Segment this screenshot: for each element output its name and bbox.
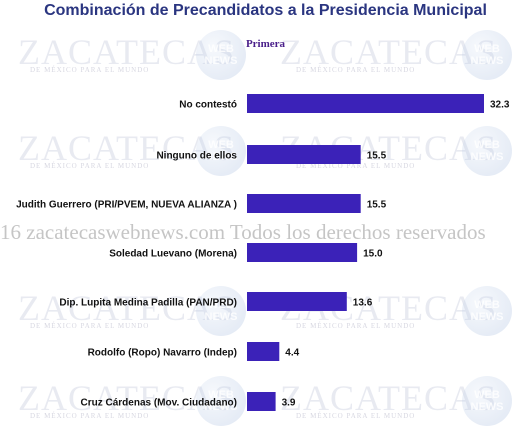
watermark-tagline: DE MÉXICO PARA EL MUNDO (296, 412, 416, 420)
bar-soledad-luevano (247, 243, 358, 262)
watermark-tagline: DE MÉXICO PARA EL MUNDO (30, 322, 150, 330)
category-label-no-contesto: No contestó (179, 100, 237, 111)
watermark-copyright: 16 zacatecaswebnews.com Todos los derech… (0, 220, 486, 244)
value-label-rodolfo-navarro: 4.4 (285, 348, 299, 359)
value-label-judith-guerrero: 15.5 (367, 200, 387, 211)
chart-subtitle: Primera (245, 38, 286, 50)
category-label-rodolfo-navarro: Rodolfo (Ropo) Navarro (Indep) (88, 348, 237, 359)
bar-lupita-medina (247, 292, 347, 311)
category-label-ninguno: Ninguno de ellos (156, 151, 237, 162)
value-label-ninguno: 15.5 (367, 151, 387, 162)
value-label-soledad-luevano: 15.0 (363, 249, 383, 260)
bar-cruz-cardenas (247, 392, 276, 411)
value-label-lupita-medina: 13.6 (353, 298, 373, 309)
watermark-globe-icon: WEB NEWS (462, 30, 512, 80)
watermark-logo: ZACATECAS (18, 32, 236, 72)
chart-title: Combinación de Precandidatos a la Presid… (44, 2, 487, 19)
value-label-cruz-cardenas: 3.9 (282, 398, 296, 409)
watermark-tagline: DE MÉXICO PARA EL MUNDO (296, 162, 416, 170)
watermark-logo: ZACATECAS (18, 288, 236, 328)
watermark-logo: ZACATECAS (18, 128, 236, 168)
category-label-judith-guerrero: Judith Guerrero (PRI/PVEM, NUEVA ALIANZA… (16, 200, 237, 211)
bar-no-contesto (247, 94, 484, 113)
watermark-globe-icon: WEB NEWS (196, 126, 246, 176)
bar-ninguno (247, 145, 361, 164)
watermark-globe-icon: WEB NEWS (462, 286, 512, 336)
value-label-no-contesto: 32.3 (490, 100, 510, 111)
watermark-globe-icon: WEB NEWS (196, 30, 246, 80)
category-label-cruz-cardenas: Cruz Cárdenas (Mov. Ciudadano) (81, 398, 238, 409)
watermark-tagline: DE MÉXICO PARA EL MUNDO (30, 162, 150, 170)
watermark-globe-icon: WEB NEWS (462, 126, 512, 176)
category-label-soledad-luevano: Soledad Luevano (Morena) (109, 249, 237, 260)
bar-rodolfo-navarro (247, 342, 280, 361)
watermark-globe-icon: WEB NEWS (196, 286, 246, 336)
bar-judith-guerrero (247, 194, 361, 213)
watermark-logo: ZACATECAS (280, 32, 498, 72)
watermark-globe-icon: WEB NEWS (462, 376, 512, 426)
category-label-lupita-medina: Dip. Lupita Medina Padilla (PAN/PRD) (59, 298, 237, 309)
watermark-tagline: DE MÉXICO PARA EL MUNDO (30, 412, 150, 420)
watermark-tagline: DE MÉXICO PARA EL MUNDO (296, 66, 416, 74)
watermark-logo: ZACATECAS (280, 378, 498, 418)
watermark-logo: ZACATECAS (18, 378, 236, 418)
watermark-tagline: DE MÉXICO PARA EL MUNDO (30, 66, 150, 74)
watermark-globe-icon: WEB NEWS (196, 376, 246, 426)
watermark-tagline: DE MÉXICO PARA EL MUNDO (296, 322, 416, 330)
